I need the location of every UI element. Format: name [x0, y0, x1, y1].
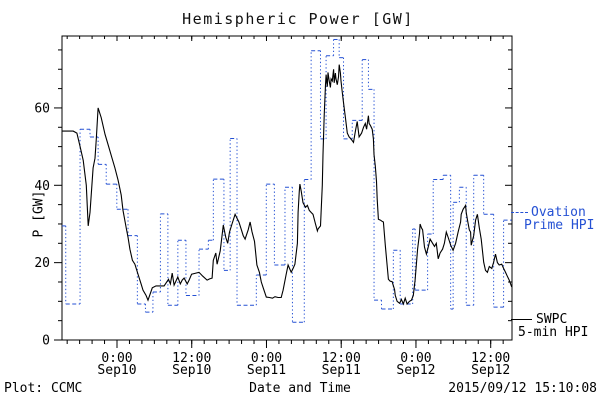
- x-tick-date: Sep11: [322, 363, 361, 378]
- plot-credit: Plot: CCMC: [4, 381, 83, 396]
- x-tick-date: Sep10: [172, 363, 211, 378]
- swpc-solid-line-icon: [511, 319, 532, 320]
- series-ovation-prime-hpi: [62, 38, 512, 323]
- x-tick-date: Sep12: [396, 363, 435, 378]
- x-tick-time: 12:00: [471, 351, 510, 366]
- y-axis-title: P [GW]: [31, 190, 47, 238]
- y-tick-label: 40: [34, 179, 50, 194]
- x-tick-date: Sep12: [471, 363, 510, 378]
- ovation-dashed-line-icon: [511, 212, 528, 213]
- legend-ovation-line2: Prime HPI: [524, 218, 595, 233]
- x-tick-time: 0:00: [251, 351, 282, 366]
- x-tick-time: 12:00: [172, 351, 211, 366]
- x-tick-time: 0:00: [101, 351, 132, 366]
- legend-swpc: SWPC 5-min HPI: [511, 313, 588, 339]
- plot-timestamp: 2015/09/12 15:10:08: [448, 381, 597, 396]
- x-tick-time: 12:00: [322, 351, 361, 366]
- x-tick-date: Sep11: [247, 363, 286, 378]
- x-tick-date: Sep10: [97, 363, 136, 378]
- legend-ovation-line1: Ovation: [531, 205, 586, 220]
- chart-title: Hemispheric Power [GW]: [182, 10, 414, 28]
- legend-swpc-line2: 5-min HPI: [518, 325, 589, 340]
- legend-ovation: Ovation Prime HPI: [511, 206, 594, 232]
- y-tick-label: 60: [34, 101, 50, 116]
- y-tick-label: 0: [42, 334, 50, 349]
- legend-swpc-line1: SWPC: [536, 312, 568, 327]
- y-tick-label: 20: [34, 256, 50, 271]
- x-tick-time: 0:00: [400, 351, 431, 366]
- series-swpc-5min-hpi: [62, 64, 513, 306]
- x-axis-title: Date and Time: [249, 381, 351, 396]
- axes: 02040600:00Sep1012:00Sep100:00Sep1112:00…: [34, 35, 513, 378]
